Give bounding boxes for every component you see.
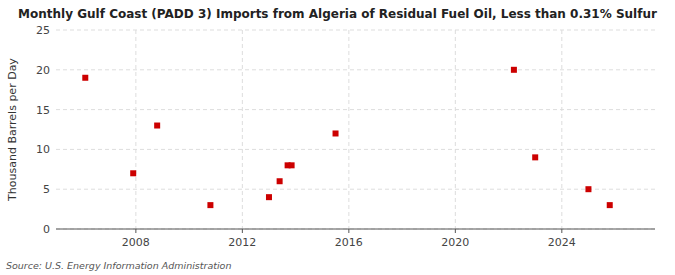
x-tick-label: 2020: [441, 236, 469, 249]
x-tick: [561, 229, 562, 233]
x-tick-label: 2012: [228, 236, 256, 249]
point: [511, 67, 517, 73]
x-tick: [348, 229, 349, 233]
title: Monthly Gulf Coast (PADD 3) Imports from…: [18, 7, 657, 21]
y-tick-label: 5: [43, 183, 50, 196]
point: [82, 75, 88, 81]
y-grid-line: [56, 109, 655, 110]
y-tick-label: 25: [36, 24, 50, 37]
y-tick-label: 20: [36, 64, 50, 77]
point: [607, 202, 613, 208]
x-grid-line: [348, 30, 349, 229]
grid: [56, 30, 655, 229]
point: [532, 154, 538, 160]
point: [130, 170, 136, 176]
source-note: Source: U.S. Energy Information Administ…: [6, 260, 231, 271]
point: [277, 178, 283, 184]
x-grid-line: [242, 30, 243, 229]
x-grid-line: [561, 30, 562, 229]
x-tick-label: 2008: [122, 236, 150, 249]
x-tick: [242, 229, 243, 233]
x-tick: [455, 229, 456, 233]
points: [82, 67, 612, 208]
y-grid-line: [56, 149, 655, 150]
point: [289, 162, 295, 168]
point: [333, 130, 339, 136]
x-tick-label: 2024: [548, 236, 576, 249]
y-tick-label: 0: [43, 223, 50, 236]
x-grid-line: [455, 30, 456, 229]
point: [266, 194, 272, 200]
y-grid-line: [56, 69, 655, 70]
point: [154, 123, 160, 129]
x-grid-line: [135, 30, 136, 229]
y-grid-line: [56, 229, 655, 230]
chart: 0 5 10 15 20 25 2008 2012 2016 2020 2024 Thousand B…: [0, 0, 675, 275]
x-axis-line: [56, 229, 655, 230]
y-tick-label: 10: [36, 143, 50, 156]
x-tick-label: 2016: [335, 236, 363, 249]
y-grid-line: [56, 189, 655, 190]
y-axis-label: Thousand Barrels per Day: [6, 58, 19, 202]
point: [207, 202, 213, 208]
point: [585, 186, 591, 192]
y-grid-line: [56, 30, 655, 31]
y-tick-label: 15: [36, 104, 50, 117]
x-tick: [135, 229, 136, 233]
